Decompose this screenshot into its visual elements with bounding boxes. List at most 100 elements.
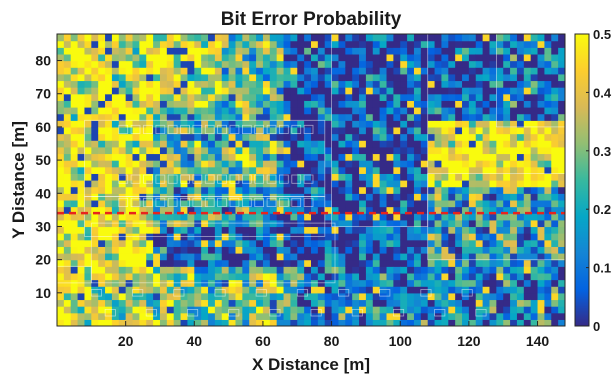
heatmap-cell: [311, 173, 319, 181]
heatmap-cell: [146, 239, 154, 247]
heatmap-cell: [84, 246, 92, 254]
heatmap-cell: [516, 53, 525, 62]
heatmap-cell: [551, 146, 559, 155]
heatmap-cell: [304, 113, 312, 121]
heatmap-cell: [324, 60, 333, 68]
heatmap-cell: [544, 259, 552, 267]
heatmap-cell: [503, 160, 511, 168]
building-outline: [186, 308, 199, 317]
heatmap-cell: [249, 73, 257, 82]
heatmap-cell: [386, 312, 394, 320]
heatmap-cell: [345, 299, 353, 307]
heatmap-cell: [510, 292, 518, 301]
heatmap-cell: [98, 180, 106, 188]
heatmap-cell: [290, 173, 298, 181]
heatmap-cell: [180, 120, 189, 128]
heatmap-cell: [194, 246, 202, 254]
heatmap-cell: [166, 160, 175, 168]
heatmap-cell: [393, 279, 401, 287]
heatmap-cell: [386, 186, 394, 194]
heatmap-cell: [159, 113, 168, 121]
heatmap-cell: [317, 146, 326, 155]
heatmap-cell: [448, 226, 456, 234]
heatmap-cell: [489, 246, 497, 254]
heatmap-cell: [489, 299, 497, 307]
heatmap-cell: [98, 80, 106, 88]
heatmap-cell: [441, 34, 449, 42]
heatmap-cell: [214, 306, 223, 314]
heatmap-cell: [496, 133, 504, 141]
heatmap-cell: [317, 253, 326, 261]
heatmap-cell: [558, 166, 565, 174]
heatmap-cell: [269, 199, 278, 208]
heatmap-cell: [455, 272, 463, 281]
heatmap-cell: [386, 153, 394, 161]
heatmap-cell: [393, 160, 401, 168]
heatmap-cell: [331, 146, 340, 155]
heatmap-cell: [475, 126, 484, 135]
heatmap-cell: [413, 266, 422, 274]
heatmap-cell: [105, 166, 113, 174]
heatmap-cell: [262, 40, 271, 48]
heatmap-cell: [489, 133, 497, 141]
heatmap-cell: [523, 113, 532, 121]
heatmap-cell: [166, 253, 175, 261]
heatmap-cell: [77, 286, 86, 294]
heatmap-cell: [338, 53, 346, 62]
heatmap-cell: [420, 206, 429, 214]
heatmap-cell: [242, 40, 250, 48]
heatmap-cell: [187, 107, 195, 115]
heatmap-cell: [551, 53, 559, 62]
heatmap-cell: [544, 180, 552, 188]
heatmap-cell: [338, 266, 346, 274]
heatmap-cell: [503, 219, 511, 228]
heatmap-cell: [496, 279, 504, 287]
heatmap-cell: [105, 107, 113, 115]
heatmap-cell: [551, 319, 559, 326]
heatmap-cell: [84, 140, 92, 148]
heatmap-cell: [276, 100, 285, 108]
heatmap-cell: [242, 67, 250, 75]
heatmap-cell: [359, 219, 367, 228]
heatmap-cell: [510, 312, 518, 320]
heatmap-cell: [413, 73, 422, 82]
heatmap-cell: [441, 226, 449, 234]
heatmap-cell: [194, 166, 202, 174]
heatmap-cell: [441, 173, 449, 181]
heatmap-cell: [468, 306, 477, 314]
heatmap-cell: [262, 93, 271, 101]
heatmap-cell: [269, 40, 278, 48]
heatmap-cell: [221, 239, 230, 247]
heatmap-cell: [262, 253, 271, 261]
colorbar-tick-label: 0.5: [593, 27, 611, 42]
heatmap-cell: [166, 272, 175, 281]
heatmap-cell: [146, 292, 154, 301]
heatmap-cell: [187, 47, 195, 55]
heatmap-cell: [311, 80, 319, 88]
heatmap-cell: [146, 259, 154, 267]
heatmap-cell: [125, 306, 134, 314]
heatmap-cell: [365, 126, 374, 135]
heatmap-cell: [77, 180, 86, 188]
heatmap-cell: [372, 312, 381, 320]
heatmap-cell: [516, 67, 525, 75]
heatmap-cell: [338, 213, 346, 221]
heatmap-cell: [496, 126, 504, 135]
heatmap-cell: [372, 259, 381, 267]
heatmap-cell: [105, 93, 113, 101]
heatmap-cell: [208, 67, 216, 75]
heatmap-cell: [269, 53, 278, 62]
heatmap-cell: [455, 173, 463, 181]
heatmap-cell: [235, 133, 243, 141]
heatmap-cell: [276, 47, 285, 55]
heatmap-cell: [359, 253, 367, 261]
heatmap-cell: [503, 53, 511, 62]
heatmap-cell: [400, 266, 408, 274]
heatmap-cell: [249, 166, 257, 174]
heatmap-cell: [125, 126, 134, 135]
heatmap-cell: [262, 199, 271, 208]
heatmap-cell: [516, 199, 525, 208]
heatmap-cell: [146, 272, 154, 281]
heatmap-cell: [290, 34, 298, 42]
heatmap-cell: [434, 239, 443, 247]
